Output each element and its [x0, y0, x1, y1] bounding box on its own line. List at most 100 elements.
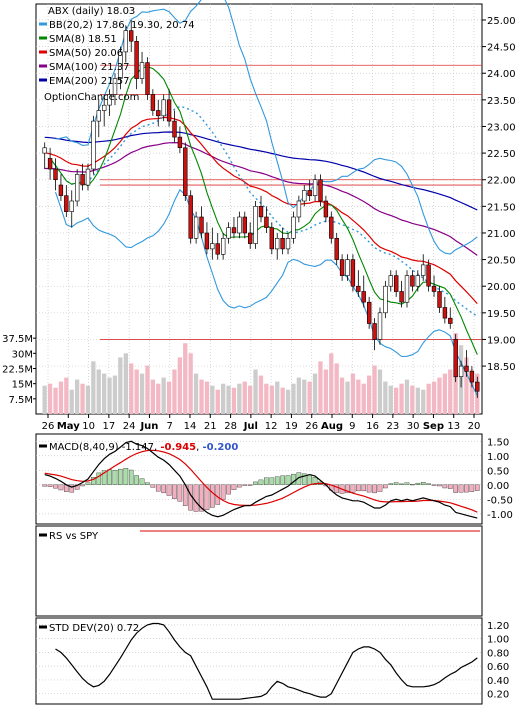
- price-tick-label: 21.50: [487, 202, 516, 213]
- candle-body: [166, 99, 172, 122]
- candle-body: [372, 323, 377, 340]
- volume-bar: [129, 363, 134, 414]
- macd-histogram-bar: [47, 484, 53, 487]
- candle-body: [215, 243, 220, 255]
- volume-bar: [448, 369, 453, 414]
- std-axis: 1.20 1.00 0.80 0.60 0.40 0.20: [487, 621, 509, 701]
- volume-bar: [64, 377, 69, 414]
- date-tick-label: 26: [305, 421, 318, 432]
- std-tick-label: 1.00: [487, 635, 509, 646]
- volume-bar: [183, 343, 188, 414]
- volume-bar: [123, 353, 128, 414]
- date-tick-label: 30: [407, 421, 420, 432]
- volume-bar: [85, 385, 91, 414]
- volume-bar: [204, 381, 210, 414]
- candle-body: [53, 168, 58, 181]
- volume-bar: [350, 373, 356, 414]
- volume-bar: [237, 383, 242, 414]
- macd-histogram-bar: [101, 470, 107, 485]
- chart-title: ABX (daily) 18.03: [48, 6, 135, 17]
- candlesticks: [42, 19, 480, 399]
- candle-body: [361, 291, 366, 303]
- volume-bar: [221, 383, 226, 414]
- macd-histogram-bar: [210, 484, 215, 508]
- macd-histogram-bar: [437, 484, 442, 487]
- macd-histogram-bar: [112, 470, 118, 485]
- date-tick-label: Jul: [243, 421, 258, 432]
- candle-body: [161, 99, 166, 117]
- macd-histogram-bar: [226, 484, 231, 495]
- price-tick-label: 19.50: [487, 309, 516, 320]
- macd-tick-label: 0.50: [487, 466, 509, 477]
- volume-bar: [415, 387, 420, 414]
- volume-bar: [339, 377, 345, 414]
- candle-body: [383, 285, 388, 314]
- macd-histogram-bar: [237, 484, 242, 488]
- candle-body: [312, 179, 318, 196]
- volume-bar: [323, 369, 328, 414]
- std-tick-label: 1.20: [487, 621, 509, 632]
- candle-body: [393, 275, 399, 292]
- macd-histogram-bar: [193, 484, 199, 512]
- candle-body: [350, 259, 356, 287]
- macd-title: MACD(8,40,9) -1.147, -0.945, -0.200: [49, 442, 238, 453]
- std-panel: 1.20 1.00 0.80 0.60 0.40 0.20 STD DEV(20) 0.7…: [35, 617, 509, 705]
- legend-item-sma8: SMA(8) 18.51: [39, 34, 117, 45]
- std-tick-label: 0.40: [487, 676, 509, 687]
- macd-histogram-bar: [280, 475, 285, 485]
- rs-title: RS vs SPY: [49, 531, 99, 542]
- macd-histogram-bar: [453, 484, 458, 493]
- date-tick-label: 12: [265, 421, 278, 432]
- date-tick-label: Sep: [423, 421, 444, 432]
- macd-histogram-bar: [199, 484, 204, 512]
- volume-bar: [172, 369, 177, 414]
- std-tick-label: 0.60: [487, 662, 509, 673]
- macd-title-sep: ,: [196, 442, 202, 453]
- candle-body: [193, 216, 199, 239]
- candle-body: [226, 227, 231, 239]
- volume-bar: [383, 381, 388, 414]
- candle-body: [264, 216, 269, 228]
- volume-bar: [269, 385, 274, 414]
- volume-tick-label: 15M: [12, 380, 33, 391]
- volume-bar: [312, 373, 318, 414]
- candle-body: [302, 190, 307, 202]
- volume-bar: [199, 379, 204, 414]
- volume-bar: [410, 385, 415, 414]
- candle-body: [420, 264, 426, 276]
- macd-histogram-bar: [53, 484, 58, 489]
- date-tick-label: 17: [102, 421, 115, 432]
- candle-body: [291, 216, 296, 239]
- date-tick-label: 10: [82, 421, 95, 432]
- date-tick-label: 19: [285, 421, 298, 432]
- legend-label-sma100: SMA(100) 21.37: [49, 62, 130, 73]
- candle-body: [448, 317, 453, 324]
- volume-bar: [139, 373, 145, 414]
- macd-histogram-bar: [80, 484, 85, 487]
- price-axis: 25.00 24.50 24.00 23.50 23.00 22.50 22.00 21.50…: [482, 16, 516, 373]
- candle-body: [123, 30, 129, 53]
- candle-body: [323, 200, 329, 218]
- candle-body: [377, 312, 383, 340]
- rs-panel: RS vs SPY: [35, 525, 483, 617]
- candle-body: [458, 365, 464, 378]
- macd-histogram-bar: [69, 484, 75, 493]
- volume-bar: [69, 389, 74, 414]
- candle-body: [399, 291, 404, 303]
- macd-histogram-bar: [166, 484, 172, 496]
- candle-body: [75, 174, 80, 202]
- macd-histogram-bar: [372, 484, 377, 494]
- macd-histogram-bar: [128, 469, 134, 485]
- candle-body: [253, 206, 258, 244]
- volume-bar: [388, 385, 393, 414]
- volume-bar: [394, 387, 399, 414]
- macd-histogram-bar: [258, 479, 264, 485]
- volume-bar: [242, 381, 247, 414]
- candle-body: [118, 51, 123, 79]
- macd-histogram-bar: [312, 477, 318, 485]
- volume-bar: [134, 369, 139, 414]
- macd-signal-value: -0.945: [160, 442, 196, 453]
- volume-bar: [118, 357, 123, 414]
- candle-body: [431, 285, 437, 292]
- macd-histogram-bar: [469, 484, 475, 492]
